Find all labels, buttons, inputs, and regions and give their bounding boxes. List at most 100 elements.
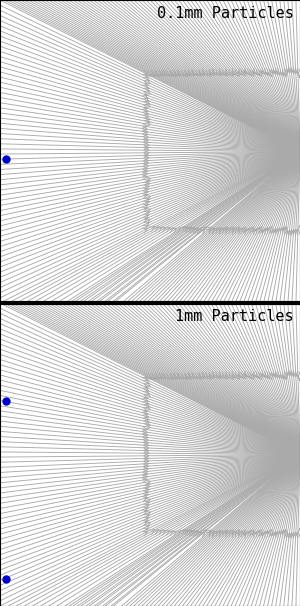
FancyArrowPatch shape	[142, 193, 147, 198]
FancyArrowPatch shape	[144, 453, 149, 458]
Text: 0.1mm Particles: 0.1mm Particles	[157, 6, 294, 21]
FancyArrowPatch shape	[255, 70, 259, 76]
FancyArrowPatch shape	[142, 432, 148, 437]
FancyArrowPatch shape	[143, 504, 149, 509]
FancyArrowPatch shape	[143, 438, 148, 442]
FancyArrowPatch shape	[225, 373, 230, 378]
FancyArrowPatch shape	[260, 228, 265, 235]
FancyArrowPatch shape	[142, 510, 148, 514]
FancyArrowPatch shape	[144, 456, 149, 461]
FancyArrowPatch shape	[160, 71, 166, 76]
FancyArrowPatch shape	[238, 70, 243, 75]
FancyArrowPatch shape	[238, 373, 243, 378]
FancyArrowPatch shape	[153, 72, 158, 76]
FancyArrowPatch shape	[209, 68, 215, 74]
FancyArrowPatch shape	[142, 124, 147, 128]
FancyArrowPatch shape	[160, 530, 166, 535]
FancyArrowPatch shape	[143, 97, 149, 102]
FancyArrowPatch shape	[295, 371, 300, 377]
FancyArrowPatch shape	[250, 68, 254, 74]
FancyArrowPatch shape	[144, 514, 150, 519]
FancyArrowPatch shape	[244, 531, 248, 537]
FancyArrowPatch shape	[160, 373, 166, 378]
FancyArrowPatch shape	[232, 373, 237, 378]
FancyArrowPatch shape	[250, 371, 254, 377]
FancyArrowPatch shape	[222, 530, 227, 535]
FancyArrowPatch shape	[145, 179, 150, 184]
FancyArrowPatch shape	[144, 113, 149, 118]
FancyArrowPatch shape	[167, 375, 173, 379]
FancyArrowPatch shape	[206, 227, 211, 232]
FancyArrowPatch shape	[274, 69, 278, 75]
FancyArrowPatch shape	[212, 228, 218, 233]
FancyArrowPatch shape	[199, 373, 205, 379]
FancyArrowPatch shape	[144, 148, 149, 153]
FancyArrowPatch shape	[168, 228, 173, 233]
FancyArrowPatch shape	[143, 188, 148, 193]
FancyArrowPatch shape	[180, 227, 185, 231]
FancyArrowPatch shape	[255, 227, 259, 233]
FancyArrowPatch shape	[144, 145, 149, 150]
FancyArrowPatch shape	[153, 530, 158, 534]
FancyArrowPatch shape	[249, 71, 254, 76]
FancyArrowPatch shape	[202, 70, 208, 75]
FancyArrowPatch shape	[229, 68, 234, 74]
FancyArrowPatch shape	[157, 373, 162, 378]
FancyArrowPatch shape	[216, 227, 221, 233]
FancyArrowPatch shape	[142, 107, 148, 112]
FancyArrowPatch shape	[291, 371, 296, 376]
FancyArrowPatch shape	[157, 530, 162, 535]
FancyArrowPatch shape	[157, 70, 162, 75]
FancyArrowPatch shape	[241, 371, 246, 376]
FancyArrowPatch shape	[185, 373, 191, 378]
FancyArrowPatch shape	[291, 533, 296, 538]
FancyArrowPatch shape	[142, 81, 148, 85]
FancyArrowPatch shape	[284, 370, 289, 376]
FancyArrowPatch shape	[232, 70, 237, 75]
FancyArrowPatch shape	[142, 175, 147, 179]
FancyArrowPatch shape	[238, 531, 243, 536]
FancyArrowPatch shape	[196, 373, 201, 378]
FancyArrowPatch shape	[268, 227, 272, 232]
FancyArrowPatch shape	[143, 398, 148, 402]
FancyArrowPatch shape	[274, 228, 278, 234]
FancyArrowPatch shape	[144, 459, 149, 464]
FancyArrowPatch shape	[142, 427, 147, 431]
FancyArrowPatch shape	[153, 375, 158, 379]
FancyArrowPatch shape	[145, 177, 151, 182]
FancyArrowPatch shape	[144, 403, 150, 408]
FancyArrowPatch shape	[143, 387, 149, 391]
FancyArrowPatch shape	[142, 395, 148, 399]
FancyArrowPatch shape	[192, 70, 198, 75]
FancyArrowPatch shape	[180, 530, 185, 534]
FancyArrowPatch shape	[293, 230, 298, 235]
FancyArrowPatch shape	[143, 491, 148, 496]
FancyArrowPatch shape	[276, 373, 281, 378]
FancyArrowPatch shape	[219, 373, 224, 378]
FancyArrowPatch shape	[202, 373, 208, 378]
FancyArrowPatch shape	[289, 533, 294, 538]
FancyArrowPatch shape	[241, 230, 246, 235]
FancyArrowPatch shape	[144, 142, 149, 147]
FancyArrowPatch shape	[235, 532, 240, 538]
FancyArrowPatch shape	[164, 374, 169, 378]
FancyArrowPatch shape	[145, 393, 150, 398]
FancyArrowPatch shape	[143, 84, 149, 88]
FancyArrowPatch shape	[142, 478, 147, 482]
FancyArrowPatch shape	[216, 371, 221, 377]
FancyArrowPatch shape	[143, 376, 148, 381]
FancyArrowPatch shape	[144, 158, 149, 164]
FancyArrowPatch shape	[143, 110, 148, 115]
FancyArrowPatch shape	[142, 129, 148, 134]
FancyArrowPatch shape	[171, 228, 177, 233]
FancyArrowPatch shape	[175, 374, 180, 379]
FancyArrowPatch shape	[168, 373, 173, 378]
FancyArrowPatch shape	[283, 530, 287, 535]
FancyArrowPatch shape	[252, 372, 257, 378]
FancyArrowPatch shape	[199, 70, 205, 76]
FancyArrowPatch shape	[252, 69, 257, 75]
FancyArrowPatch shape	[229, 229, 234, 235]
FancyArrowPatch shape	[175, 228, 180, 233]
FancyArrowPatch shape	[289, 68, 294, 73]
FancyArrowPatch shape	[276, 228, 281, 233]
